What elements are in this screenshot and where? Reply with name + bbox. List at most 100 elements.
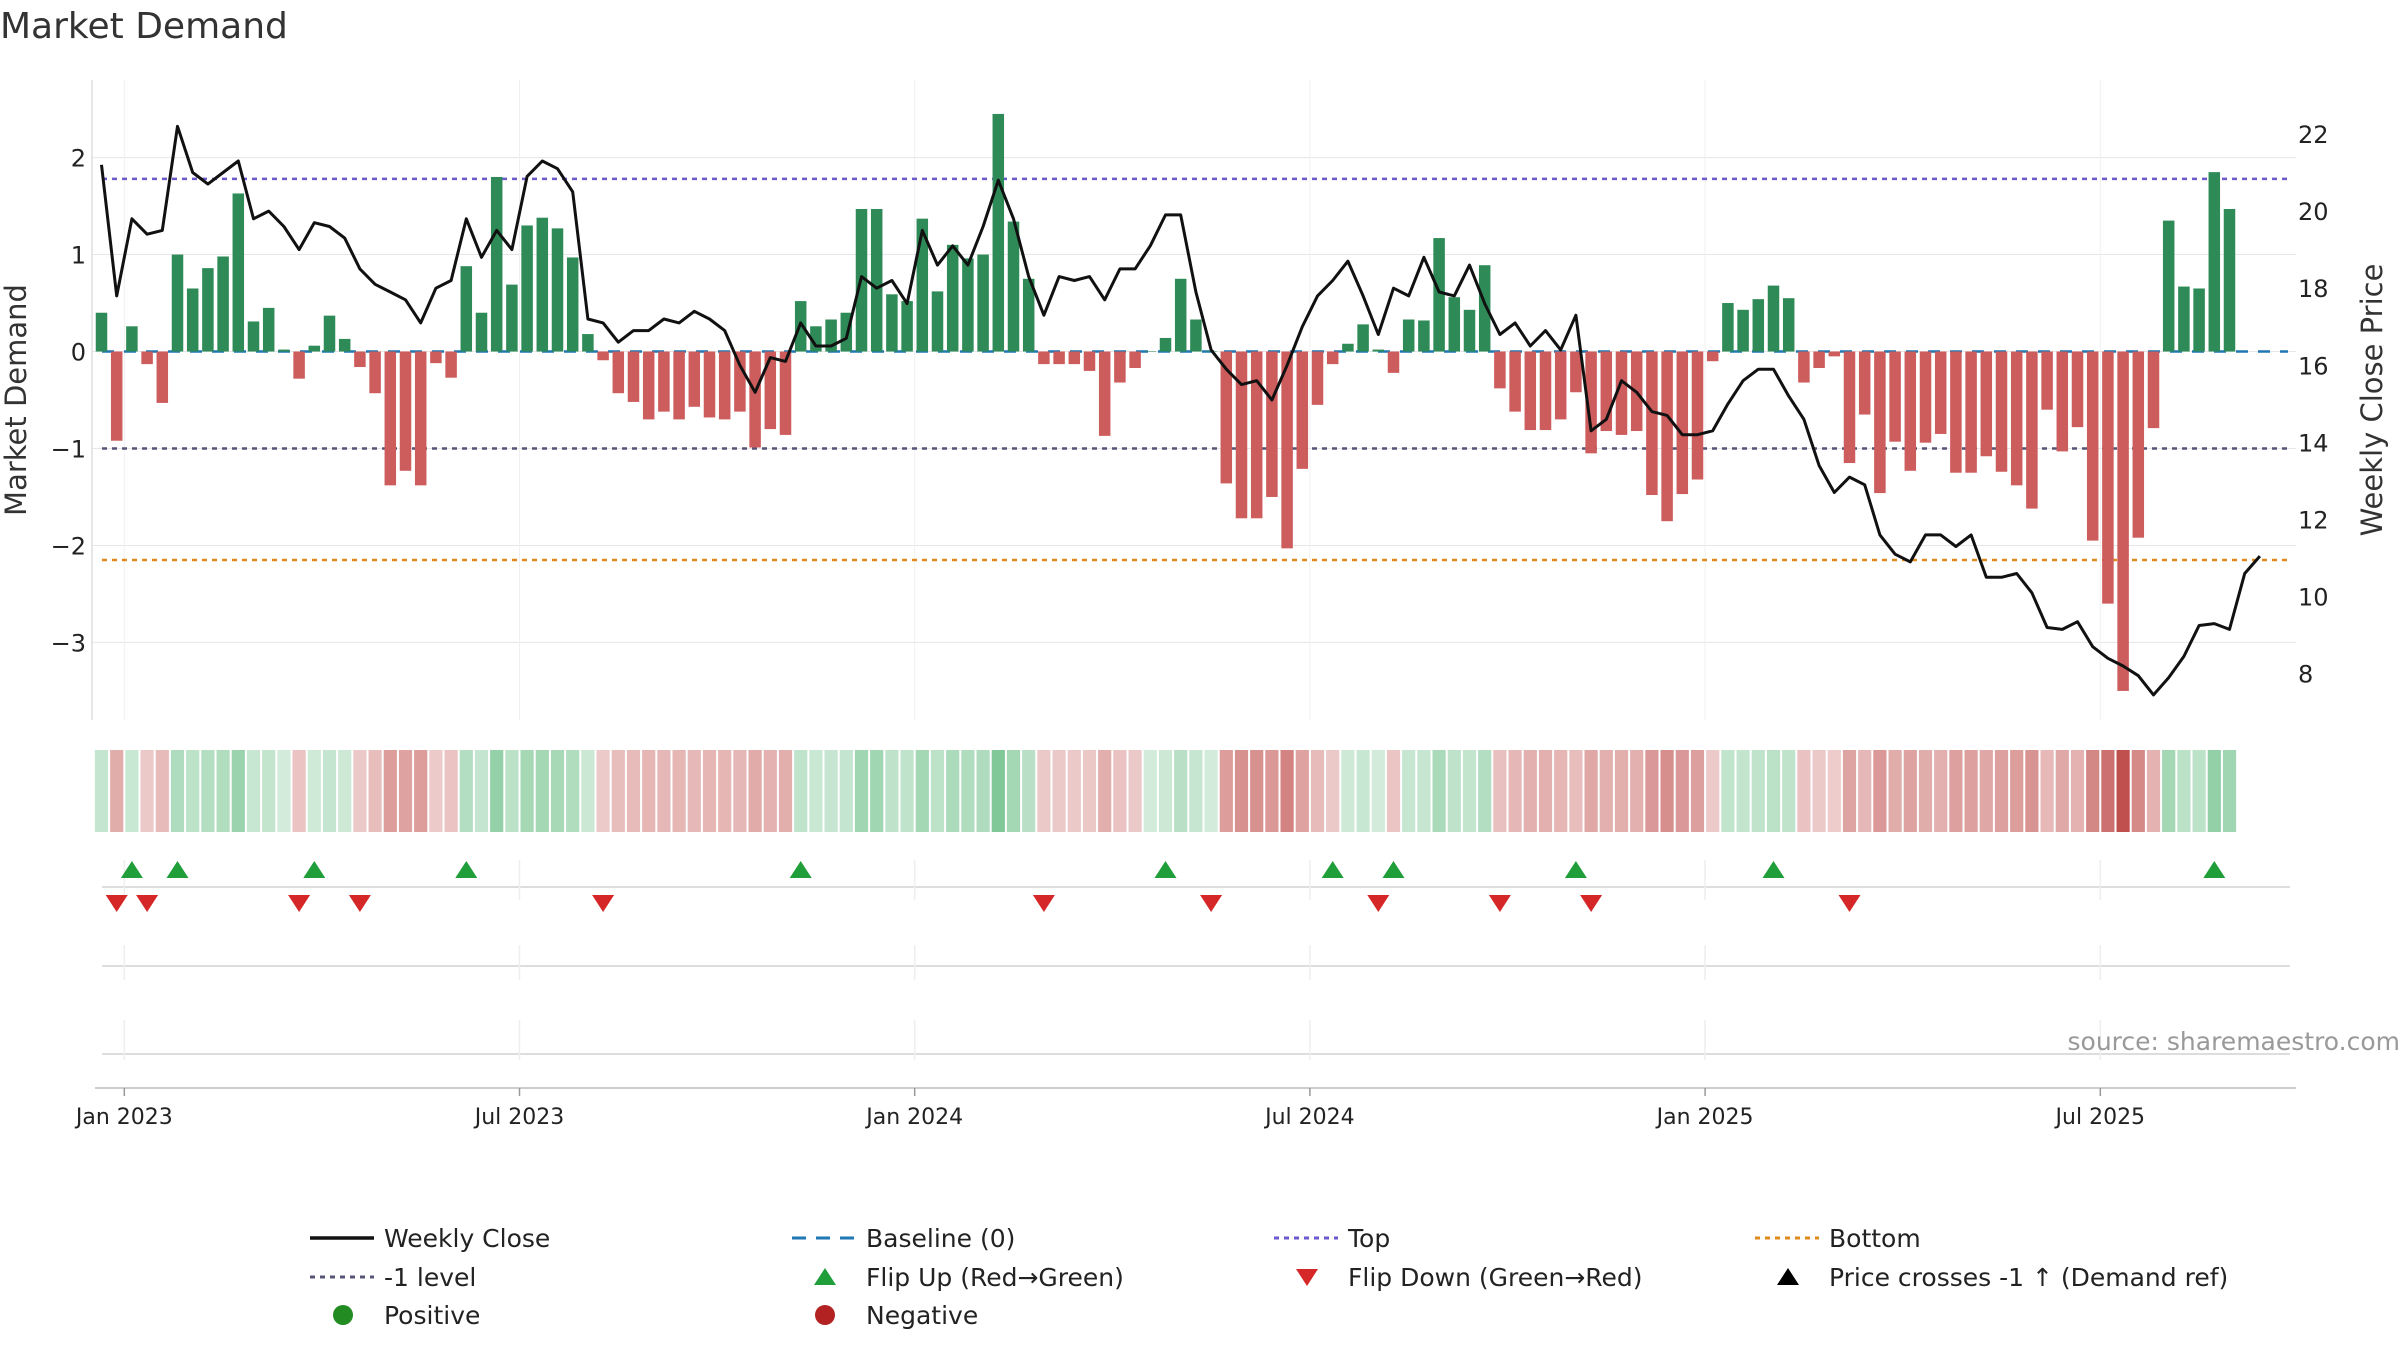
heat-cell xyxy=(459,750,473,832)
flip-up-marker xyxy=(1321,861,1344,878)
demand-bar xyxy=(430,351,442,364)
demand-bar xyxy=(658,351,670,412)
heat-cell xyxy=(1037,750,1051,832)
heat-cell xyxy=(596,750,610,832)
heat-cell xyxy=(1964,750,1978,832)
heat-cell xyxy=(778,750,793,832)
demand-bar xyxy=(202,268,214,352)
demand-bar xyxy=(2132,351,2145,538)
demand-bar xyxy=(171,254,184,352)
demand-bar xyxy=(962,258,974,352)
heat-cell xyxy=(1736,750,1750,832)
demand-bar xyxy=(1174,278,1187,352)
heat-cell xyxy=(231,750,245,832)
heat-cell xyxy=(1523,750,1537,832)
demand-bar xyxy=(642,351,655,420)
demand-bar xyxy=(597,351,609,361)
flip-up-marker xyxy=(1564,861,1587,878)
heat-cell xyxy=(657,750,671,832)
heat-cell xyxy=(1219,750,1233,832)
demand-bar xyxy=(1722,303,1734,352)
flip-down-marker xyxy=(1488,895,1511,912)
demand-bar xyxy=(582,334,594,352)
demand-bar xyxy=(688,351,701,407)
heat-cell xyxy=(1934,750,1948,832)
demand-bar xyxy=(110,351,123,441)
demand-bar xyxy=(2056,351,2069,452)
flip-up-marker xyxy=(303,861,326,878)
heat-cell xyxy=(930,750,945,832)
legend-label: Baseline (0) xyxy=(866,1224,1015,1253)
heat-cell xyxy=(1356,750,1370,832)
heat-cell xyxy=(1888,750,1902,832)
demand-bar xyxy=(1798,351,1810,383)
heat-cell xyxy=(2101,750,2115,832)
heat-cell xyxy=(1265,750,1279,832)
heat-cell xyxy=(2162,750,2176,832)
demand-bar xyxy=(262,307,275,352)
heat-cell xyxy=(1386,750,1401,832)
heat-cell xyxy=(201,750,215,832)
x-tick-label: Jan 2024 xyxy=(864,1105,963,1130)
demand-bar xyxy=(1022,278,1035,352)
demand-bar xyxy=(1813,351,1825,368)
heat-cell xyxy=(1858,750,1872,832)
heat-cell xyxy=(1098,750,1112,832)
heat-cell xyxy=(414,750,428,832)
x-tick-label: Jul 2024 xyxy=(1263,1105,1355,1130)
heat-cell xyxy=(1599,750,1613,832)
flip-down-marker xyxy=(592,895,615,912)
demand-bar xyxy=(1068,351,1081,365)
demand-bar xyxy=(1144,351,1157,353)
demand-bar xyxy=(1752,299,1765,352)
flip-up-marker xyxy=(120,861,143,878)
demand-bar xyxy=(886,294,898,352)
heat-cell xyxy=(946,750,960,832)
demand-bar xyxy=(399,351,412,471)
demand-bar xyxy=(354,351,366,368)
heat-cell xyxy=(2222,750,2237,832)
flip-down-marker xyxy=(105,895,128,912)
legend-swatch xyxy=(815,1305,835,1325)
legend-swatch xyxy=(1777,1268,1799,1285)
heat-cell xyxy=(1478,750,1492,832)
heat-cell xyxy=(1675,750,1689,832)
demand-bar xyxy=(293,351,305,379)
heat-cell xyxy=(1022,750,1036,832)
flip-up-marker xyxy=(166,861,189,878)
demand-bar xyxy=(278,349,290,352)
heat-cell xyxy=(839,750,853,832)
heat-cell xyxy=(94,750,109,832)
heat-cell xyxy=(1554,750,1568,832)
heat-cell xyxy=(1994,750,2009,832)
demand-bar xyxy=(1235,351,1248,519)
heat-cell xyxy=(474,750,489,832)
heat-cell xyxy=(1873,750,1887,832)
heat-cell xyxy=(1371,750,1385,832)
legend-label: Flip Up (Red→Green) xyxy=(866,1263,1124,1292)
demand-heat-strip xyxy=(94,750,2237,832)
heat-cell xyxy=(1706,750,1720,832)
flip-down-marker xyxy=(1032,895,1055,912)
demand-bar xyxy=(217,256,229,352)
flip-up-marker xyxy=(2203,861,2226,878)
heat-cell xyxy=(2025,750,2039,832)
demand-bar xyxy=(1570,351,1582,393)
heat-cell xyxy=(1310,750,1325,832)
demand-bar xyxy=(1539,351,1552,431)
demand-bar xyxy=(1782,298,1795,352)
legend-label: Price crosses -1 ↑ (Demand ref) xyxy=(1829,1263,2228,1292)
x-tick-label: Jan 2023 xyxy=(74,1105,173,1130)
demand-bar xyxy=(1250,351,1263,519)
heat-cell xyxy=(1766,750,1781,832)
flip-down-marker xyxy=(288,895,311,912)
demand-bar xyxy=(156,351,169,403)
flip-down-marker xyxy=(348,895,371,912)
legend-swatch xyxy=(1296,1269,1318,1286)
legend-swatch xyxy=(814,1268,836,1285)
demand-bar xyxy=(612,351,625,394)
demand-bar xyxy=(1357,324,1369,352)
right-tick-label: 8 xyxy=(2298,661,2313,689)
heat-cell xyxy=(748,750,762,832)
